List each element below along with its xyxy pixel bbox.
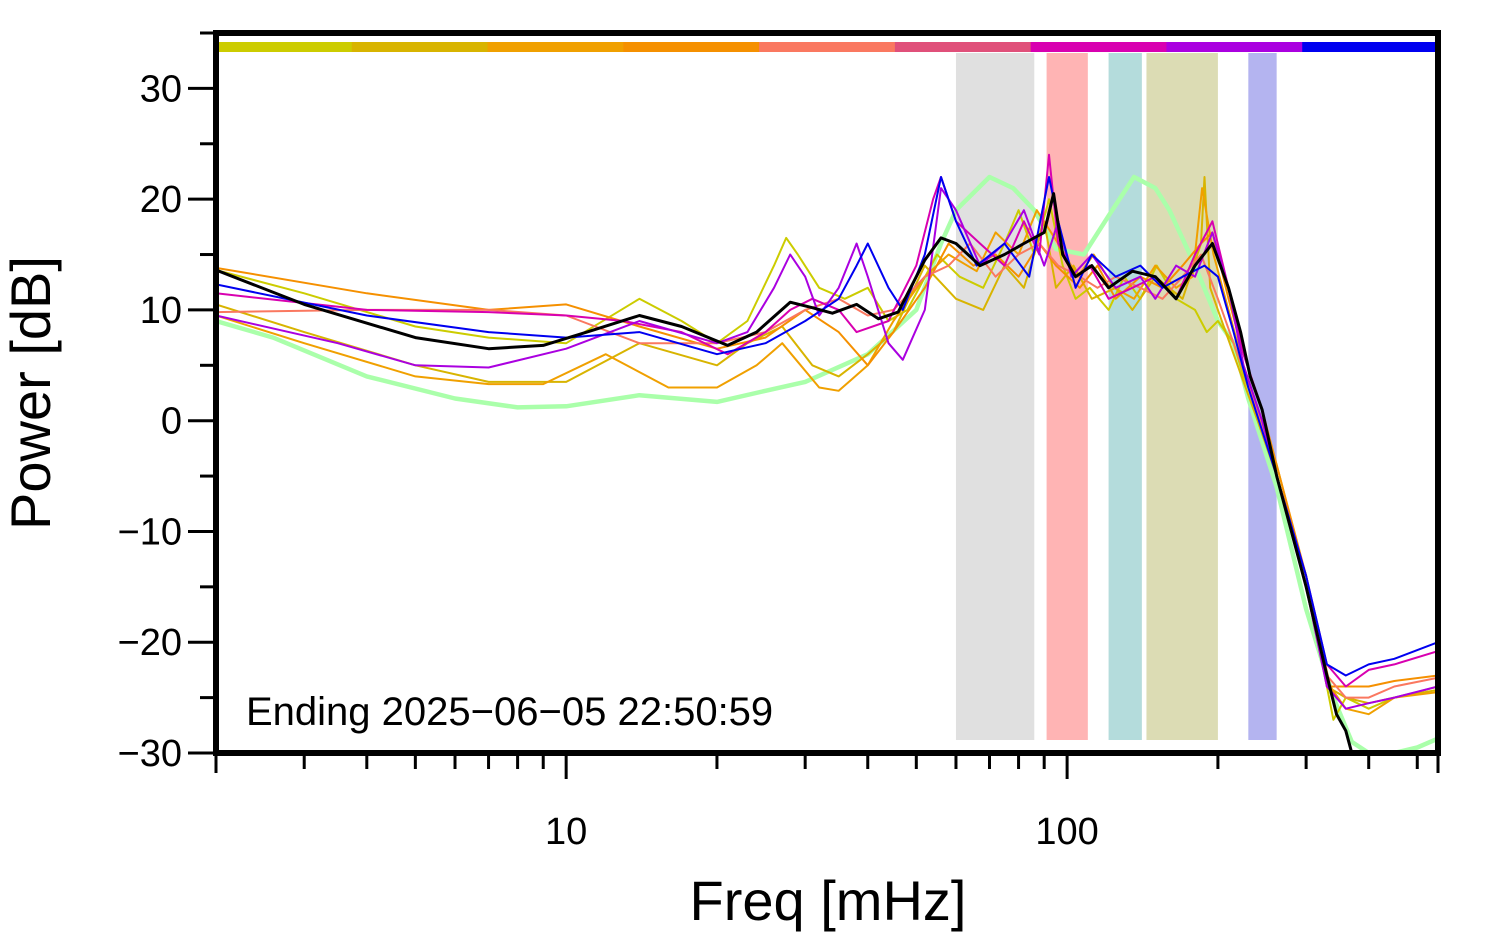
x-tick-label: 100 xyxy=(1035,811,1098,853)
color-bar-segment-4 xyxy=(623,42,760,52)
y-axis-title: Power [dB] xyxy=(0,256,62,530)
color-bar-segment-2 xyxy=(351,42,489,52)
y-tick-label: −10 xyxy=(118,511,182,553)
color-bar-segment-8 xyxy=(1166,42,1303,52)
color-bar-segment-6 xyxy=(894,42,1032,52)
y-tick-label: 30 xyxy=(140,68,182,110)
frequency-bands xyxy=(955,53,1277,740)
y-tick-label: 0 xyxy=(161,401,182,443)
y-tick-label: 10 xyxy=(140,290,182,332)
y-tick-label: −20 xyxy=(118,622,182,664)
color-bar-segment-1 xyxy=(216,42,353,52)
y-tick-label: −30 xyxy=(118,733,182,775)
series-lines xyxy=(216,153,1438,753)
y-tick-label: 20 xyxy=(140,179,182,221)
color-bar-segment-3 xyxy=(487,42,624,52)
series-line-5 xyxy=(216,231,1438,688)
frequency-band-1 xyxy=(955,53,1035,740)
plot-frame xyxy=(213,30,1441,756)
x-axis-title: Freq [mHz] xyxy=(690,869,967,932)
series-line-10 xyxy=(216,192,1354,753)
color-bar-segment-9 xyxy=(1302,42,1439,52)
frequency-band-3 xyxy=(1108,53,1142,740)
color-bar-segment-7 xyxy=(1030,42,1167,52)
x-tick-label: 10 xyxy=(545,811,587,853)
top-color-bar xyxy=(216,42,1439,52)
frequency-band-4 xyxy=(1146,53,1218,740)
frequency-band-2 xyxy=(1046,53,1088,740)
ending-annotation: Ending 2025−06−05 22:50:59 xyxy=(246,690,773,734)
color-bar-segment-5 xyxy=(759,42,896,52)
series-line-1 xyxy=(216,174,1438,753)
